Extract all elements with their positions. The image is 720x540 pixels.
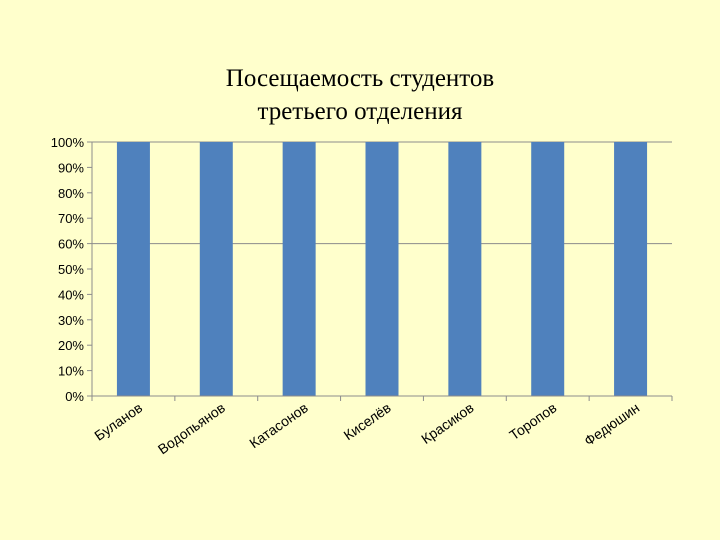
chart-title-line-1: Посещаемость студентов	[225, 65, 495, 92]
chart-title: Посещаемость студентов третьего отделени…	[0, 62, 720, 128]
y-tick-label: 20%	[58, 338, 84, 353]
y-tick-label: 50%	[58, 262, 84, 277]
chart-title-line-2: третьего отделения	[257, 98, 463, 125]
y-tick-label: 90%	[58, 160, 84, 175]
x-category-label: Буланов	[91, 399, 145, 443]
y-tick-label: 80%	[58, 186, 84, 201]
x-category-label: Федюшин	[581, 399, 642, 449]
bar	[199, 142, 233, 396]
x-category-label: Красиков	[418, 399, 476, 447]
x-category-label: Торопов	[506, 399, 559, 443]
x-category-label: Катасонов	[246, 399, 311, 451]
bar	[282, 142, 316, 396]
y-tick-label: 60%	[58, 237, 84, 252]
x-category-label: Водопьянов	[155, 399, 228, 457]
x-category-label: Киселёв	[341, 399, 394, 443]
y-tick-label: 40%	[58, 287, 84, 302]
y-tick-label: 70%	[58, 211, 84, 226]
bar	[448, 142, 482, 396]
y-tick-label: 30%	[58, 313, 84, 328]
bar	[614, 142, 648, 396]
bar	[531, 142, 565, 396]
bar	[365, 142, 399, 396]
y-tick-label: 100%	[51, 135, 85, 150]
y-tick-label: 0%	[65, 389, 84, 404]
bar	[116, 142, 150, 396]
y-tick-label: 10%	[58, 364, 84, 379]
